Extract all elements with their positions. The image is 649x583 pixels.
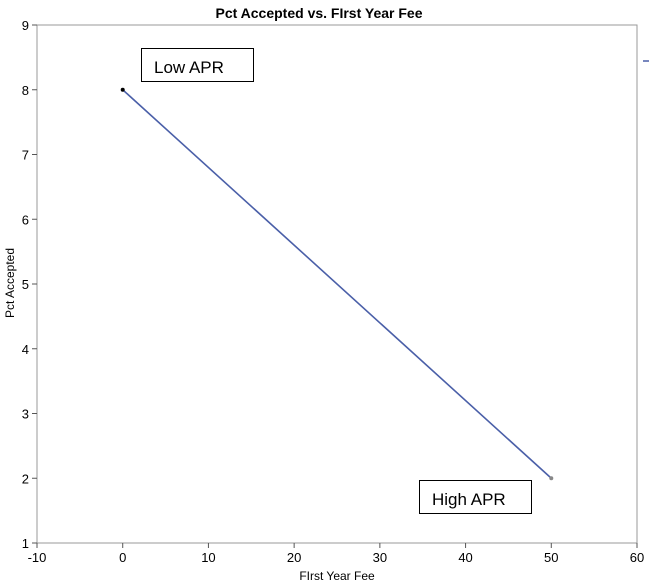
x-tick-label: 60 bbox=[630, 550, 644, 565]
y-tick-label: 5 bbox=[22, 277, 29, 292]
x-axis-title: FIrst Year Fee bbox=[299, 569, 375, 583]
y-tick-label: 6 bbox=[22, 212, 29, 227]
x-tick-label: -10 bbox=[28, 550, 47, 565]
annotation-low-apr: Low APR bbox=[141, 48, 254, 82]
series-layer bbox=[120, 87, 554, 481]
x-tick-label: 50 bbox=[544, 550, 558, 565]
y-tick-label: 8 bbox=[22, 83, 29, 98]
y-axis-title: Pct Accepted bbox=[3, 248, 17, 318]
y-tick-label: 2 bbox=[22, 471, 29, 486]
y-tick-label: 9 bbox=[22, 18, 29, 33]
data-point bbox=[120, 87, 125, 92]
x-tick-label: 10 bbox=[201, 550, 215, 565]
x-tick-label: 40 bbox=[458, 550, 472, 565]
chart-title: Pct Accepted vs. FIrst Year Fee bbox=[216, 5, 423, 21]
x-tick-label: 20 bbox=[287, 550, 301, 565]
y-tick-label: 3 bbox=[22, 407, 29, 422]
x-tick-label: 0 bbox=[119, 550, 126, 565]
data-point bbox=[549, 476, 554, 481]
y-tick-label: 7 bbox=[22, 148, 29, 163]
x-axis: -10 0 10 20 30 40 50 60 bbox=[28, 543, 644, 565]
series-line bbox=[122, 89, 552, 479]
y-tick-label: 4 bbox=[22, 342, 29, 357]
x-tick-label: 30 bbox=[373, 550, 387, 565]
y-axis: 1 2 3 4 5 6 7 8 9 bbox=[22, 18, 37, 551]
y-tick-label: 1 bbox=[22, 536, 29, 551]
annotation-high-apr: High APR bbox=[419, 480, 532, 514]
